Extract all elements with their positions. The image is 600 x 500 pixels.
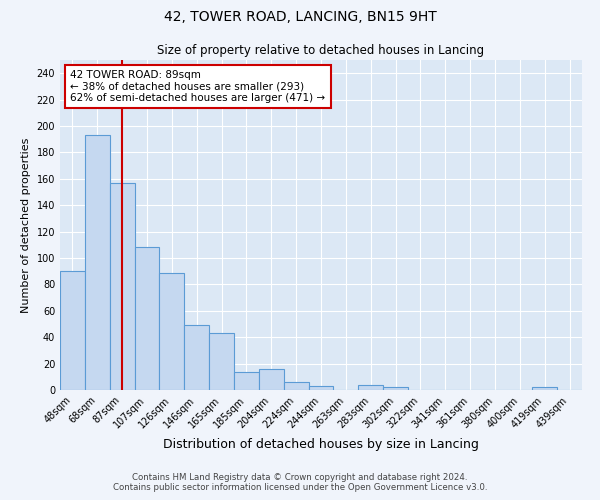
Bar (259, 369, 284, 390)
Bar (85, 135, 110, 390)
Bar (60, 271, 85, 390)
X-axis label: Distribution of detached houses by size in Lancing: Distribution of detached houses by size … (163, 438, 479, 451)
Bar (134, 248, 160, 390)
Text: Contains HM Land Registry data © Crown copyright and database right 2024.
Contai: Contains HM Land Registry data © Crown c… (113, 473, 487, 492)
Y-axis label: Number of detached properties: Number of detached properties (21, 138, 31, 312)
Bar (110, 183, 134, 390)
Title: Size of property relative to detached houses in Lancing: Size of property relative to detached ho… (157, 44, 485, 58)
Bar (209, 333, 234, 390)
Bar (308, 386, 334, 390)
Bar (358, 384, 383, 390)
Text: 42 TOWER ROAD: 89sqm
← 38% of detached houses are smaller (293)
62% of semi-deta: 42 TOWER ROAD: 89sqm ← 38% of detached h… (70, 70, 326, 103)
Bar (234, 372, 259, 390)
Bar (532, 388, 557, 390)
Bar (160, 272, 184, 390)
Text: 42, TOWER ROAD, LANCING, BN15 9HT: 42, TOWER ROAD, LANCING, BN15 9HT (164, 10, 436, 24)
Bar (184, 326, 209, 390)
Bar (383, 388, 408, 390)
Bar (284, 382, 308, 390)
